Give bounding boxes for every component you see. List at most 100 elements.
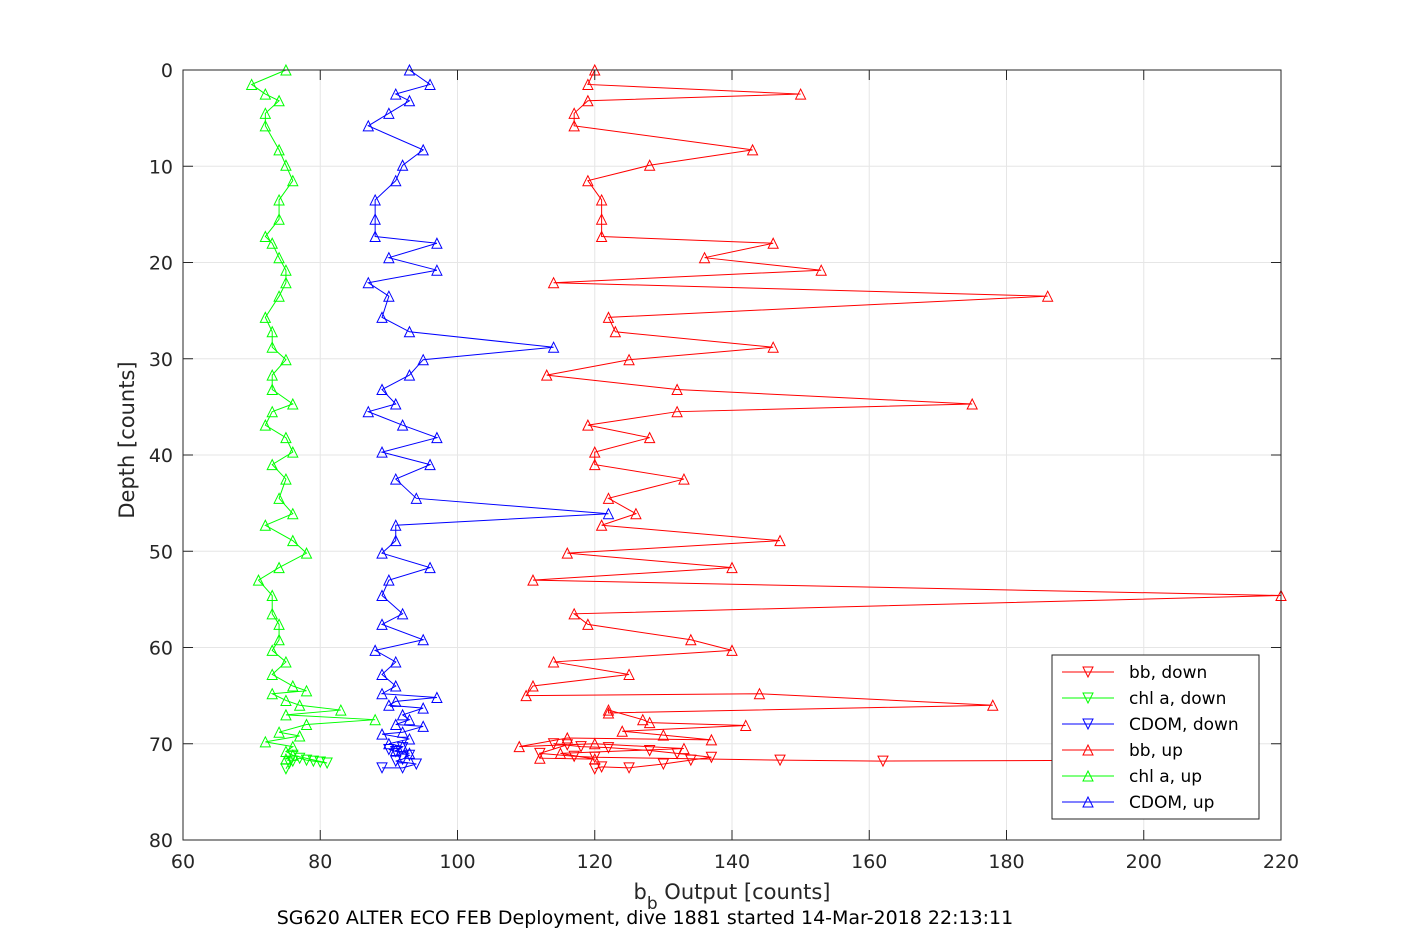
data-point [383,107,395,119]
data-point [300,754,313,767]
data-point [685,633,697,646]
data-point [252,574,265,586]
data-point [307,755,320,768]
data-point [685,754,697,767]
data-point [595,761,608,773]
legend-label: bb, down [1129,663,1207,683]
data-point [273,251,285,264]
data-point [259,119,272,132]
data-point [273,213,285,225]
x-tick-label: 180 [988,851,1024,873]
data-point [431,264,443,276]
data-point [376,618,388,630]
data-point [286,445,299,458]
data-point [561,547,574,559]
data-point [739,719,752,731]
legend-label: chl a, up [1129,767,1202,787]
y-tick-label: 60 [149,638,173,660]
data-point [280,264,292,276]
data-point [431,691,443,704]
data-point [300,547,313,559]
legend-item: chl a, down [1062,689,1226,709]
data-point [671,747,683,760]
data-point [321,757,333,770]
data-point [753,687,766,700]
data-point [383,251,395,264]
legend-marker [1082,692,1094,705]
data-point [273,290,285,302]
data-point [588,763,601,775]
data-point [362,119,375,132]
data-point [815,264,828,276]
legend-marker [1082,666,1094,679]
tick-labels: 60 80 100 120 140 160 180 200 220010203040506070… [149,60,1299,873]
data-point [403,94,416,107]
data-point [582,174,594,187]
data-point [266,341,279,353]
data-point [417,702,429,714]
data-point [376,687,388,700]
data-point [602,492,615,504]
legend-label: bb, up [1129,741,1183,761]
data-point [609,325,622,338]
data-point [403,749,416,762]
data-point [389,174,402,187]
x-tick-label: 220 [1263,851,1299,873]
y-tick-label: 40 [149,445,173,467]
data-point [403,747,416,759]
x-tick-label: 160 [851,851,887,873]
legend-item: bb, up [1062,741,1183,761]
data-point [403,368,416,381]
data-point [396,159,409,171]
legend: bb, down chl a, down CDOM, down bb, up chl a… [1051,654,1260,820]
series-chl-a-down [280,749,333,775]
data-point [643,159,656,171]
data-point [376,311,388,323]
data-point [643,744,656,757]
data-point [417,353,429,366]
y-tick-label: 80 [149,830,173,852]
data-point [389,718,402,730]
data-point [582,419,594,431]
data-point [602,706,615,719]
data-point [588,737,601,750]
data-point [575,741,587,753]
data-point [431,431,443,444]
data-point [527,679,539,692]
data-point [410,492,423,504]
data-point [376,668,388,680]
data-point [623,353,635,366]
data-point [266,368,279,381]
data-point [568,107,580,119]
x-tick-label: 140 [714,851,750,873]
data-point [280,708,292,721]
data-point [369,193,381,206]
data-point [389,655,402,668]
data-point [595,230,608,243]
data-point [286,755,299,768]
data-point [678,472,690,485]
legend-marker [1082,795,1094,808]
data-point [280,431,292,444]
data-point [582,618,594,630]
data-point [280,159,292,171]
series-bb-up [513,63,1287,765]
data-point [767,237,779,249]
data-point [369,644,381,656]
data-point [383,699,395,711]
data-point [403,732,416,745]
data-point [534,747,546,760]
data-point [286,507,299,520]
data-point [520,689,532,702]
data-point [877,755,889,768]
data-point [588,458,601,471]
data-point [389,472,402,485]
data-point [300,718,313,730]
series-line [366,69,609,754]
data-point [266,237,279,249]
data-point [273,193,285,206]
data-point [403,325,416,338]
data-point [389,87,402,100]
data-point [286,397,299,410]
data-point [273,618,285,630]
